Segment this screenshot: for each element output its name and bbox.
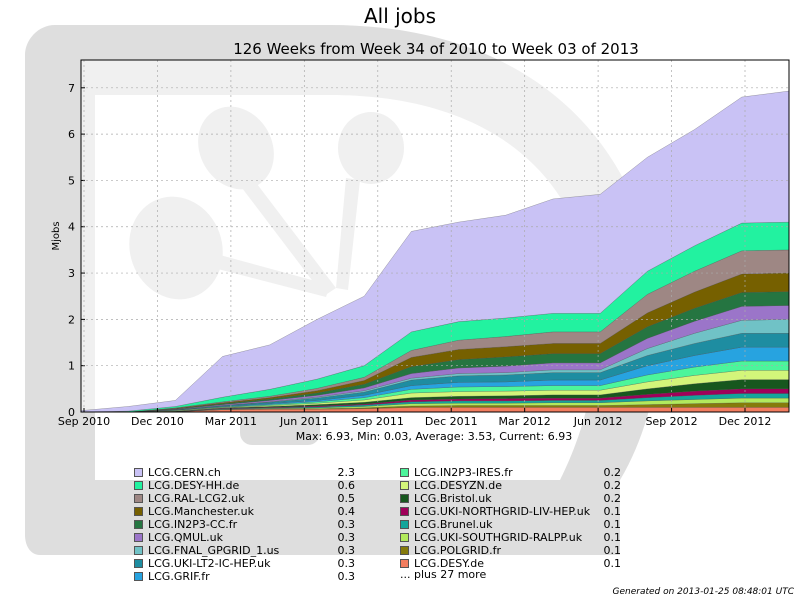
x-tick-label: Mar 2012 [499, 415, 551, 428]
stats-text: Max: 6.93, Min: 0.03, Average: 3.53, Cur… [296, 430, 573, 443]
plot-area: 0 1 2 3 4 5 6 7 Sep 2010 Dec 2010 Mar 2011 Jun 2011… [58, 59, 790, 428]
x-tick-label: Mar 2011 [205, 415, 257, 428]
y-tick-label: 7 [68, 82, 75, 95]
plot-frame [80, 59, 790, 413]
legend-more-text: ... plus 27 more [400, 568, 487, 581]
generated-footer: Generated on 2013-01-25 08:48:01 UTC [612, 587, 795, 597]
y-tick-label: 2 [68, 313, 75, 326]
x-tick-label: Dec 2012 [719, 415, 772, 428]
x-tick-label: Dec 2011 [425, 415, 478, 428]
x-tick-label: Jun 2012 [573, 415, 623, 428]
y-tick-label: 4 [68, 221, 75, 234]
y-axis-label: Mjobs [51, 221, 62, 250]
x-tick-label: Dec 2010 [131, 415, 184, 428]
chart-title: All jobs [364, 4, 436, 28]
y-tick-label: 6 [68, 128, 75, 141]
y-tick-label: 5 [68, 174, 75, 187]
chart-subtitle: 126 Weeks from Week 34 of 2010 to Week 0… [233, 40, 639, 58]
y-tick-label: 3 [68, 267, 75, 280]
x-tick-label: Jun 2011 [279, 415, 329, 428]
x-tick-label: Sep 2010 [58, 415, 110, 428]
y-tick-label: 0 [68, 406, 75, 419]
x-tick-label: Sep 2011 [352, 415, 404, 428]
x-tick-label: Sep 2012 [645, 415, 697, 428]
y-tick-label: 1 [68, 360, 75, 373]
